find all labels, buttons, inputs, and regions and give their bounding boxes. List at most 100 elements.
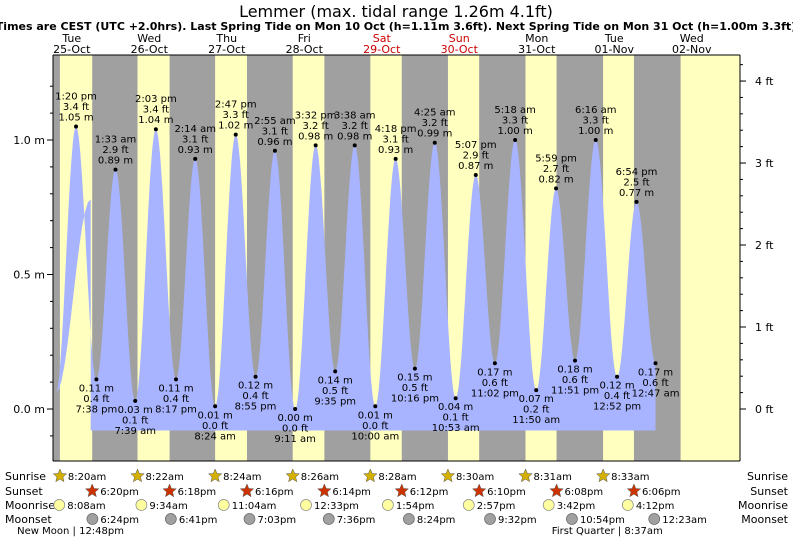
tide-height-m: 0.93 m	[378, 145, 413, 156]
tide-point	[412, 366, 417, 371]
low-tide-label: 0.12 m0.4 ft8:55 pm	[235, 374, 277, 413]
sunrise-icon	[130, 468, 145, 483]
tide-point	[133, 398, 138, 403]
tide-height-m: 0.77 m	[619, 188, 654, 199]
moonrise-time: 9:34am	[149, 501, 187, 512]
tide-height-ft: 0.6 ft	[642, 378, 668, 389]
tide-height-ft: 3.4 ft	[143, 105, 169, 116]
moonrise-icon	[542, 499, 555, 511]
tide-height-m: 1.04 m	[138, 115, 173, 126]
sunset-time: 6:08pm	[565, 487, 604, 498]
tide-point	[393, 156, 398, 161]
tide-height-ft: 3.3 ft	[502, 116, 528, 127]
moonset-icon	[566, 513, 578, 525]
sunset-icon	[84, 483, 100, 498]
tide-height-ft: 0.4 ft	[83, 394, 109, 405]
tide-time: 11:51 pm	[551, 386, 599, 397]
tide-point	[554, 186, 559, 191]
tide-point	[272, 148, 277, 153]
day-date: 26-Oct	[131, 43, 169, 56]
row-label-left: Moonset	[5, 513, 52, 526]
sunrise-time: 8:33am	[611, 472, 649, 483]
sunset-time: 6:16pm	[255, 487, 294, 498]
tide-time: 10:53 am	[432, 423, 480, 434]
moon-phase-label: First Quarter | 8:37am	[552, 526, 663, 537]
tide-height-m: 0.12 m	[599, 381, 634, 392]
moonrise-time: 11:04am	[232, 501, 277, 512]
moonset-time: 7:36pm	[337, 515, 376, 526]
day-name: Tue	[604, 32, 624, 45]
moonset-time: 6:41pm	[179, 515, 218, 526]
moonrise-icon	[621, 499, 634, 511]
tide-time: 11:02 pm	[471, 388, 519, 399]
tide-height-ft: 0.0 ft	[282, 424, 308, 435]
moonrise-time: 1:54pm	[396, 501, 435, 512]
tide-height-m: 0.89 m	[98, 156, 133, 167]
sunrise-time: 8:20am	[68, 472, 106, 483]
sunrise-time: 8:30am	[456, 472, 494, 483]
sunrise-icon	[52, 468, 68, 483]
tide-height-ft: 3.1 ft	[182, 134, 208, 145]
tide-height-ft: 0.0 ft	[202, 421, 228, 432]
tide-time: 2:55 am	[254, 116, 296, 127]
tide-height-ft: 2.5 ft	[623, 177, 649, 188]
row-label-right: Sunrise	[747, 470, 788, 483]
tide-height-m: 0.87 m	[458, 161, 493, 172]
moonset-icon	[484, 513, 496, 525]
tide-point	[593, 138, 598, 142]
sunset-time: 6:18pm	[178, 487, 217, 498]
tide-time: 11:50 am	[512, 415, 560, 426]
y-tick-label-right: 3 ft	[755, 157, 774, 170]
tide-point	[352, 143, 357, 148]
tide-height-ft: 0.1 ft	[442, 413, 468, 424]
y-tick-label-right: 2 ft	[755, 239, 774, 252]
day-headers: Tue25-OctWed26-OctThu27-OctFri28-OctSat2…	[53, 32, 712, 56]
row-label-left: Sunrise	[5, 470, 46, 483]
sunrise-icon	[207, 468, 223, 483]
row-label-right: Moonrise	[738, 499, 788, 512]
tide-height-m: 1.00 m	[498, 126, 533, 137]
tide-time: 8:17 pm	[155, 404, 197, 415]
high-tide-label: 5:18 am3.3 ft1.00 m	[494, 105, 536, 142]
row-label-right: Moonset	[741, 513, 788, 526]
tide-point	[432, 140, 437, 145]
sunrise-time: 8:22am	[146, 472, 184, 483]
tide-height-ft: 0.4 ft	[604, 391, 630, 402]
moonrise-icon	[300, 499, 312, 511]
tide-height-m: 0.17 m	[477, 367, 512, 378]
axes: 0.0 m 0.5 m 1.0 m 0 ft 1 ft 2 ft 3 ft 4 ft	[13, 54, 774, 462]
tide-point	[293, 407, 298, 411]
tide-time: 5:59 pm	[535, 153, 577, 164]
tide-labels: 1:20 pm3.4 ft1.05 m0.11 m0.4 ft7:38 pm1:…	[55, 92, 679, 445]
tide-height-ft: 0.2 ft	[523, 405, 549, 416]
moonset-icon	[648, 513, 661, 525]
tide-point	[113, 167, 118, 172]
moonset-icon	[243, 513, 256, 525]
sunset-icon	[394, 483, 410, 498]
tide-point	[615, 374, 620, 379]
day-date: 29-Oct	[363, 43, 401, 56]
tide-point	[333, 369, 338, 374]
day-date: 27-Oct	[208, 43, 246, 56]
header: Lemmer (max. tidal range 1.26m 4.1ft) Ti…	[0, 2, 793, 33]
moonrise-time: 4:12pm	[636, 501, 675, 512]
tide-area	[55, 126, 656, 431]
tide-time: 8:55 pm	[235, 402, 277, 413]
sunset-icon	[471, 483, 487, 498]
tide-height-m: 0.98 m	[337, 131, 372, 142]
tide-height-m: 0.00 m	[278, 413, 313, 424]
moonrise-time: 12:33pm	[314, 501, 359, 512]
tide-time: 8:24 am	[194, 431, 236, 442]
sunrise-icon	[518, 468, 533, 483]
tide-height-ft: 3.3 ft	[583, 116, 609, 127]
tide-point	[473, 172, 478, 177]
